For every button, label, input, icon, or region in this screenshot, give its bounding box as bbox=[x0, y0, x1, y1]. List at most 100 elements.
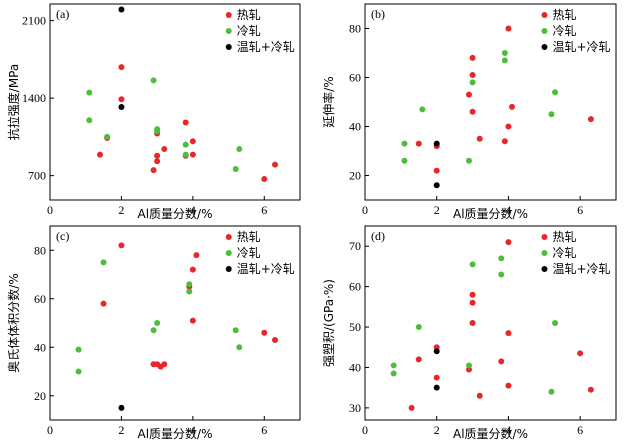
x-axis-label: Al质量分数/% bbox=[453, 426, 528, 441]
data-point bbox=[272, 161, 278, 168]
legend-label: 冷轧 bbox=[552, 24, 576, 38]
data-point bbox=[476, 392, 483, 399]
y-tick-label: 1400 bbox=[22, 91, 46, 105]
data-point bbox=[154, 126, 161, 133]
y-axis-label: 延伸率/% bbox=[321, 76, 336, 127]
data-point bbox=[408, 404, 415, 411]
data-point bbox=[469, 261, 476, 268]
data-point bbox=[476, 135, 483, 142]
x-tick-label: 4 bbox=[505, 423, 511, 437]
y-tick-label: 80 bbox=[34, 243, 46, 257]
data-point bbox=[501, 138, 508, 145]
data-point bbox=[154, 320, 161, 326]
data-point bbox=[272, 336, 278, 343]
data-point bbox=[100, 300, 107, 307]
y-tick-label: 60 bbox=[349, 71, 361, 85]
panel-label: (b) bbox=[371, 7, 385, 21]
plot-frame bbox=[49, 225, 301, 421]
y-tick-label: 40 bbox=[349, 120, 361, 134]
data-point bbox=[469, 320, 476, 326]
data-point bbox=[150, 327, 157, 334]
data-point bbox=[182, 151, 189, 158]
data-point bbox=[505, 382, 512, 389]
data-point bbox=[419, 106, 426, 113]
legend-label: 冷轧 bbox=[237, 246, 261, 260]
data-point bbox=[186, 288, 193, 295]
data-point bbox=[189, 151, 196, 158]
legend-label: 温轧+冷轧 bbox=[552, 40, 610, 54]
data-point bbox=[433, 167, 440, 174]
chart-panel-4: 0 2 4 6 30 40 50 60 70 Al质量分数/% 强塑积/(GPa·%) (d) 热轧冷轧… bbox=[321, 225, 617, 441]
data-point bbox=[505, 330, 512, 337]
y-tick-label: 40 bbox=[349, 360, 361, 374]
legend-label: 热轧 bbox=[237, 230, 261, 244]
y-tick-label: 20 bbox=[34, 389, 46, 403]
data-point bbox=[469, 291, 476, 298]
legend-marker bbox=[225, 44, 232, 50]
legend-label: 温轧+冷轧 bbox=[552, 262, 610, 276]
data-point bbox=[552, 320, 559, 326]
y-tick-label: 60 bbox=[349, 280, 361, 294]
data-point bbox=[182, 141, 189, 148]
data-point bbox=[501, 50, 508, 56]
data-point bbox=[415, 356, 422, 363]
legend-marker bbox=[541, 234, 548, 240]
data-point bbox=[86, 89, 93, 96]
panel-label: (a) bbox=[56, 7, 69, 21]
data-point bbox=[118, 103, 125, 110]
x-axis-label: Al质量分数/% bbox=[138, 426, 213, 441]
legend-marker bbox=[541, 12, 548, 18]
y-axis-label: 抗拉强度/MPa bbox=[6, 64, 21, 140]
data-point bbox=[161, 146, 168, 153]
data-point bbox=[118, 6, 125, 13]
x-tick-label: 0 bbox=[47, 423, 53, 437]
data-point bbox=[433, 182, 440, 189]
x-tick-label: 6 bbox=[577, 423, 583, 437]
x-tick-label: 4 bbox=[190, 203, 196, 217]
data-point bbox=[498, 358, 505, 365]
y-tick-label: 60 bbox=[34, 292, 46, 306]
data-point bbox=[186, 281, 193, 288]
data-point bbox=[498, 255, 505, 262]
data-point bbox=[548, 111, 555, 118]
y-axis-label: 奥氏体体积分数/% bbox=[6, 273, 21, 372]
data-point bbox=[236, 146, 243, 153]
data-point bbox=[150, 167, 157, 174]
data-point bbox=[587, 116, 594, 123]
data-point bbox=[465, 91, 472, 98]
data-point bbox=[100, 259, 107, 266]
data-point bbox=[401, 157, 408, 164]
data-point bbox=[469, 108, 476, 115]
data-point bbox=[433, 374, 440, 381]
legend-marker bbox=[541, 28, 548, 34]
data-point bbox=[104, 133, 111, 140]
data-point bbox=[154, 158, 161, 165]
legend-label: 冷轧 bbox=[552, 246, 576, 260]
y-axis-label: 强塑积/(GPa·%) bbox=[321, 279, 336, 367]
x-tick-label: 6 bbox=[261, 203, 267, 217]
data-point bbox=[118, 96, 125, 103]
legend-label: 温轧+冷轧 bbox=[237, 262, 295, 276]
y-tick-label: 700 bbox=[28, 169, 46, 183]
data-point bbox=[161, 361, 168, 368]
chart-panel-1: 0 2 4 6 700 1400 2100 Al质量分数/% 抗拉强度/MPa (a) 热轧冷轧温轧… bbox=[6, 3, 301, 221]
data-point bbox=[261, 175, 268, 182]
data-point bbox=[150, 77, 157, 84]
data-point bbox=[401, 140, 408, 147]
data-point bbox=[390, 362, 397, 369]
x-tick-label: 4 bbox=[190, 423, 196, 437]
panel-label: (c) bbox=[56, 229, 69, 243]
data-point bbox=[552, 89, 559, 96]
data-point bbox=[189, 317, 196, 324]
data-point bbox=[498, 271, 505, 278]
data-point bbox=[587, 386, 594, 393]
x-tick-label: 2 bbox=[434, 423, 440, 437]
legend-label: 温轧+冷轧 bbox=[237, 40, 295, 54]
data-point bbox=[469, 54, 476, 61]
y-tick-label: 50 bbox=[349, 320, 361, 334]
x-axis-label: Al质量分数/% bbox=[138, 206, 213, 221]
data-point bbox=[97, 151, 103, 158]
data-point bbox=[261, 329, 268, 336]
data-point bbox=[75, 368, 82, 375]
x-axis-label: Al质量分数/% bbox=[453, 206, 528, 221]
